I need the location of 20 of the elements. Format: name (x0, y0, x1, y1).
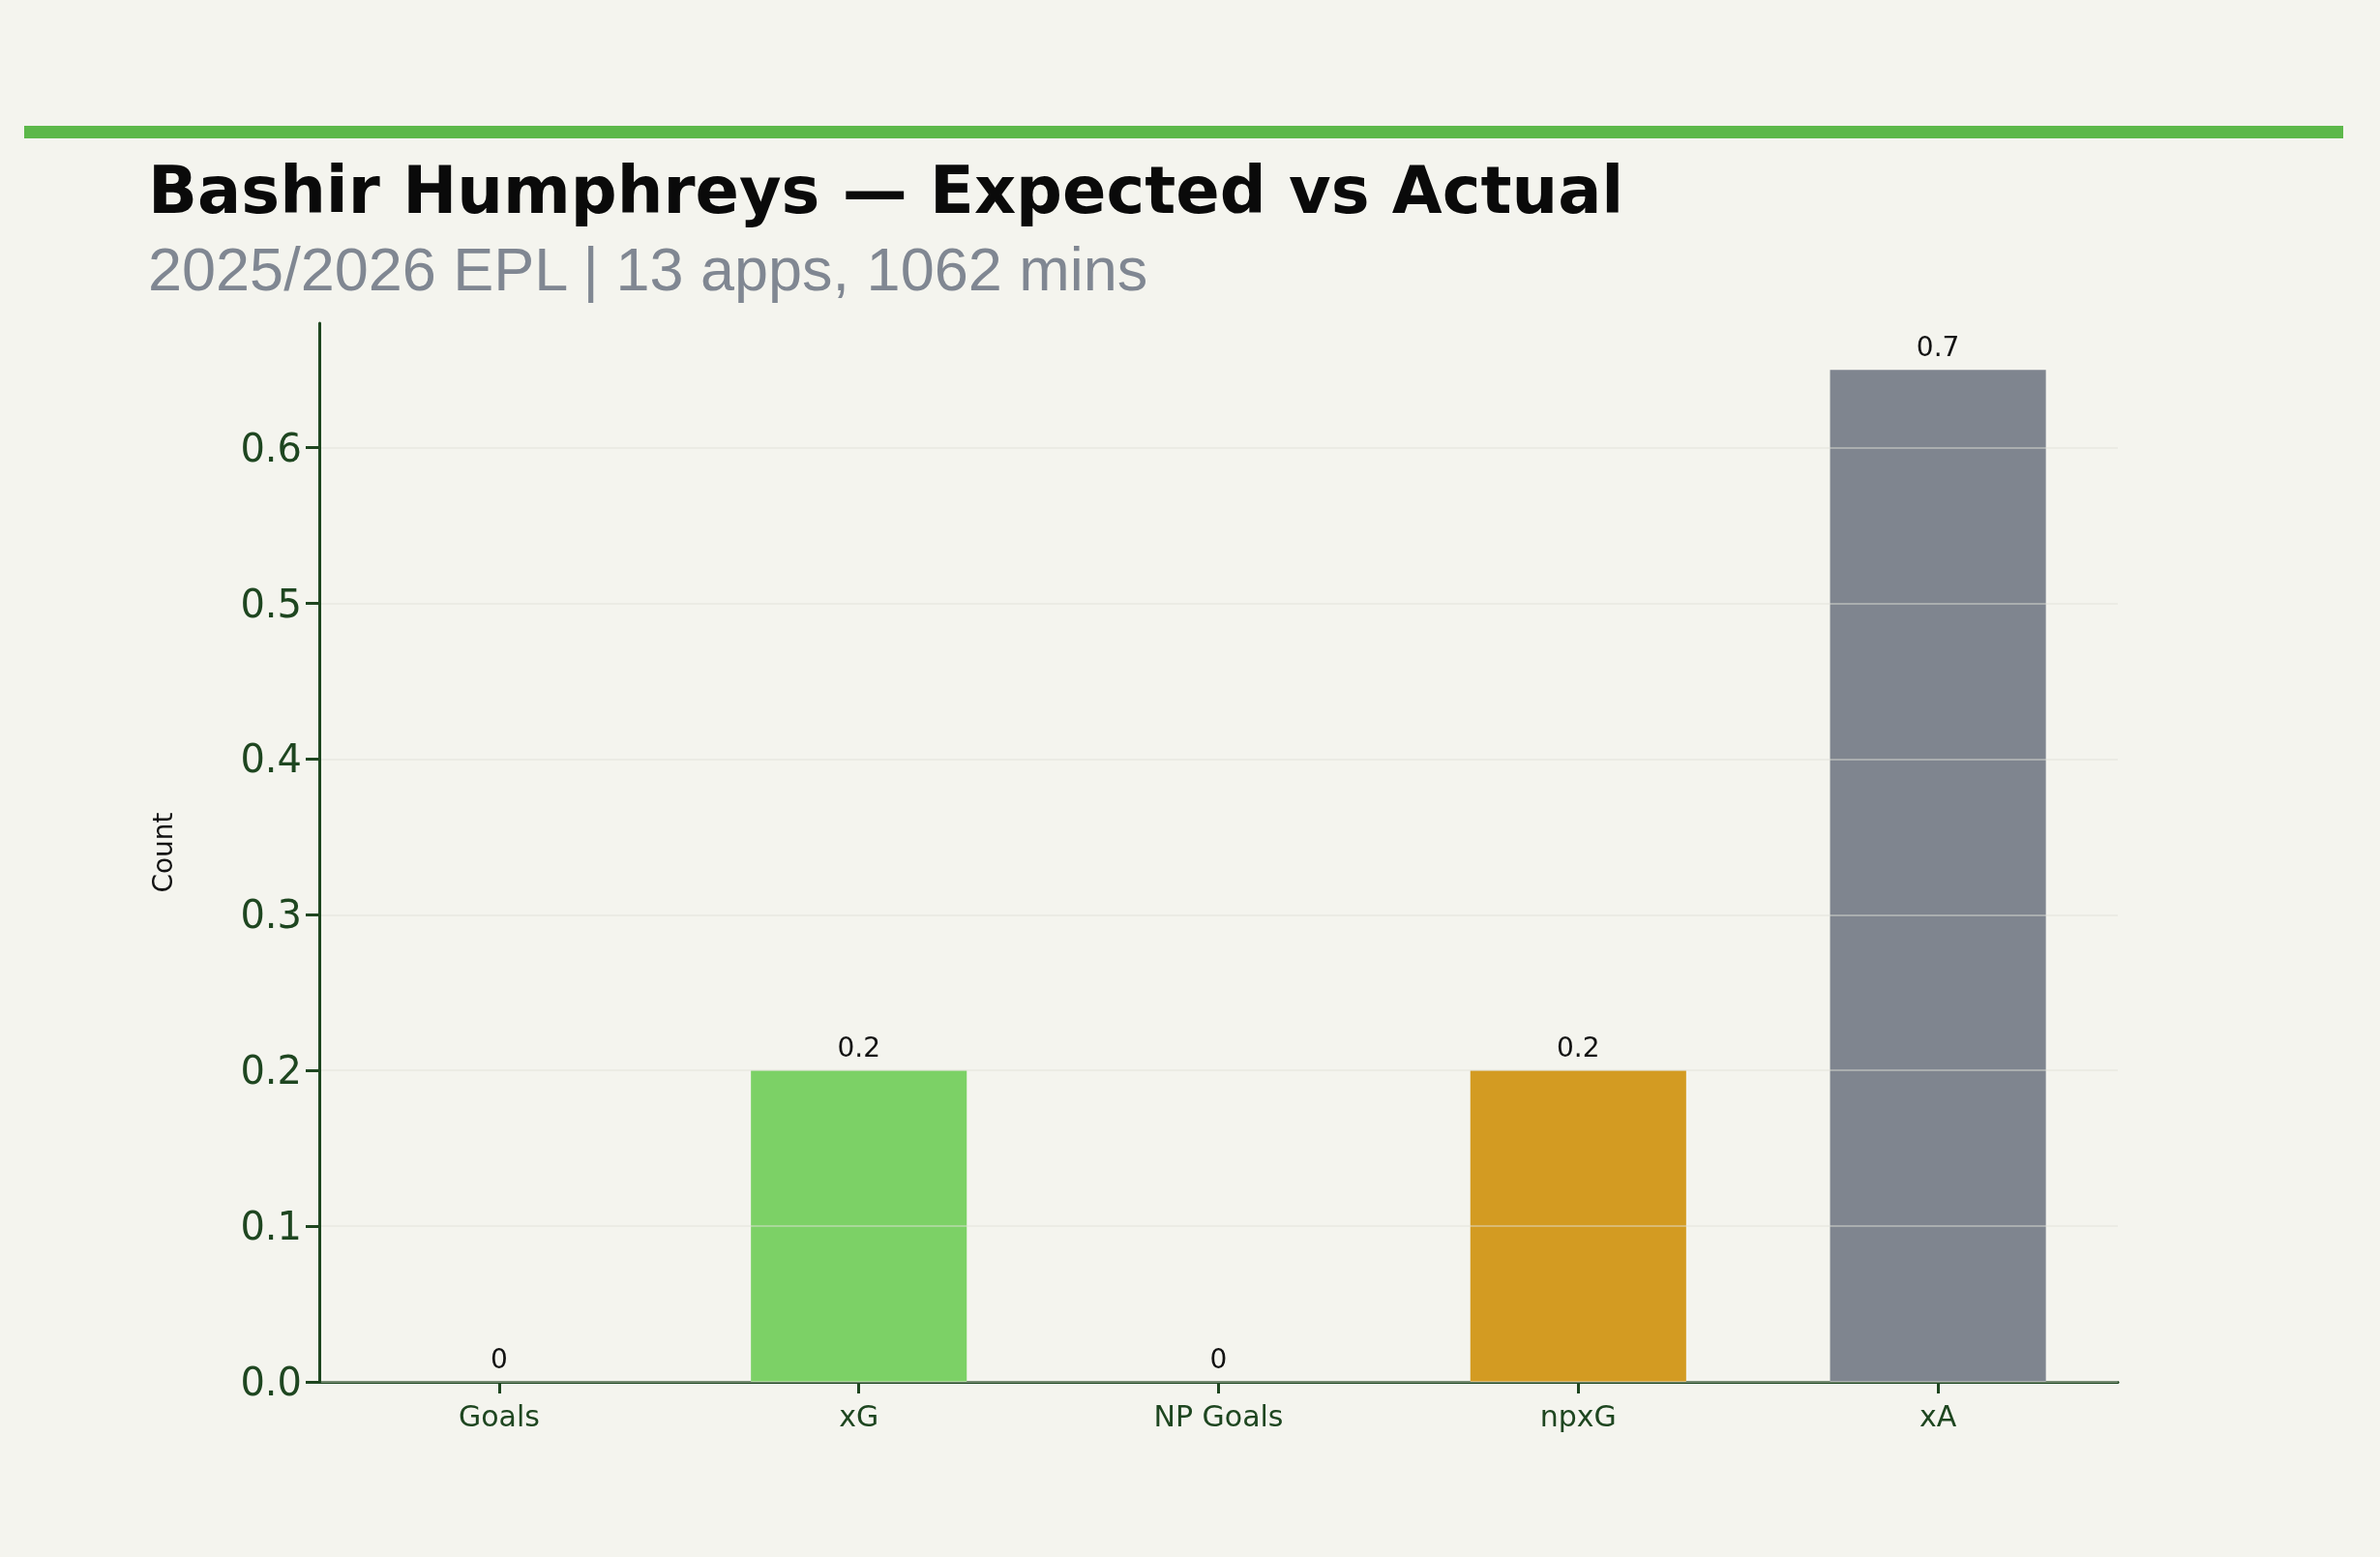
y-tick-label: 0.5 (240, 581, 302, 626)
chart-title: Bashir Humphreys — Expected vs Actual (148, 152, 1624, 228)
y-tick-label: 0.2 (240, 1048, 302, 1093)
y-tick-label: 0.3 (240, 892, 302, 938)
y-tick-label: 0.6 (240, 425, 302, 470)
data-label: 0 (1209, 1342, 1228, 1375)
x-tick-label: NP Goals (1153, 1398, 1284, 1433)
data-label: 0 (490, 1342, 508, 1375)
x-tick-label: npxG (1539, 1398, 1617, 1433)
y-tick-label: 0.1 (240, 1204, 302, 1249)
y-tick-label: 0.4 (240, 736, 302, 782)
y-axis-title: Count (146, 812, 179, 893)
data-label: 0.7 (1916, 330, 1960, 363)
x-tick-label: xG (839, 1398, 879, 1433)
x-tick-label: Goals (458, 1398, 540, 1433)
chart-subtitle: 2025/2026 EPL | 13 apps, 1062 mins (148, 234, 1148, 303)
data-label: 0.2 (1557, 1031, 1600, 1063)
x-tick-label: xA (1919, 1398, 1957, 1433)
y-tick-label: 0.0 (240, 1360, 302, 1404)
data-label: 0.2 (837, 1031, 880, 1063)
